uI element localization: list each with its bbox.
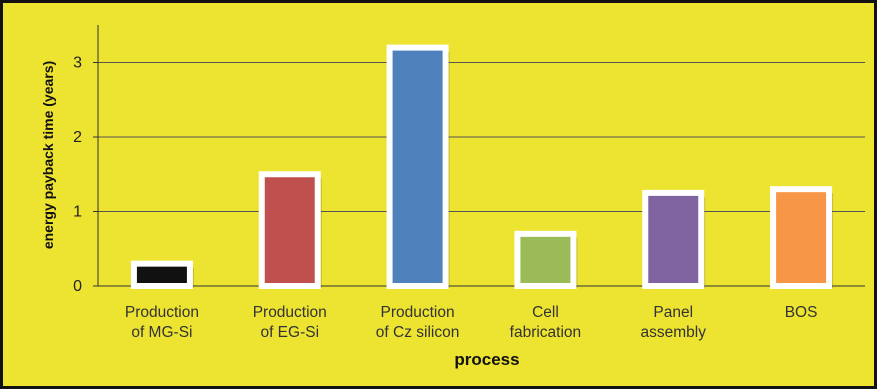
x-tick-label-line: assembly bbox=[641, 324, 707, 341]
bars bbox=[130, 44, 834, 290]
y-tick-labels: 0 1 2 3 bbox=[73, 55, 82, 296]
y-axis-title: energy payback time (years) bbox=[40, 61, 56, 249]
axes bbox=[93, 25, 865, 287]
y-tick-label: 1 bbox=[73, 204, 82, 221]
x-tick-label-line: BOS bbox=[785, 304, 818, 321]
x-tick-label: Production of EG-Si bbox=[253, 304, 327, 341]
gridlines bbox=[98, 62, 865, 212]
x-tick-label-line: fabrication bbox=[510, 324, 582, 341]
x-tick-label-line: of MG-Si bbox=[131, 324, 192, 341]
bar bbox=[514, 230, 577, 290]
x-tick-label: Production of MG-Si bbox=[125, 304, 199, 341]
x-tick-label-line: Cell bbox=[532, 304, 559, 321]
bar bbox=[386, 44, 449, 289]
x-tick-label-line: of Cz silicon bbox=[376, 324, 460, 341]
bar-chart: 0 1 2 3 Production of MG-Si Production of EG-S… bbox=[40, 25, 865, 369]
x-tick-label: BOS bbox=[785, 304, 818, 321]
x-tick-label-line: of EG-Si bbox=[260, 324, 319, 341]
bar bbox=[770, 186, 833, 289]
x-tick-label-line: Production bbox=[253, 304, 327, 321]
bar bbox=[258, 171, 321, 289]
x-tick-label-line: Panel bbox=[653, 304, 693, 321]
x-tick-label: Cell fabrication bbox=[510, 304, 582, 341]
x-tick-label-line: Production bbox=[125, 304, 199, 321]
x-tick-label-line: Production bbox=[381, 304, 455, 321]
x-tick-label: Production of Cz silicon bbox=[376, 304, 460, 341]
y-tick-label: 0 bbox=[73, 278, 82, 295]
x-axis-title: process bbox=[454, 350, 519, 369]
y-tick-label: 2 bbox=[73, 129, 82, 146]
x-tick-label: Panel assembly bbox=[641, 304, 707, 341]
y-tick-label: 3 bbox=[73, 55, 82, 72]
bar bbox=[642, 189, 705, 289]
bar bbox=[130, 260, 193, 289]
